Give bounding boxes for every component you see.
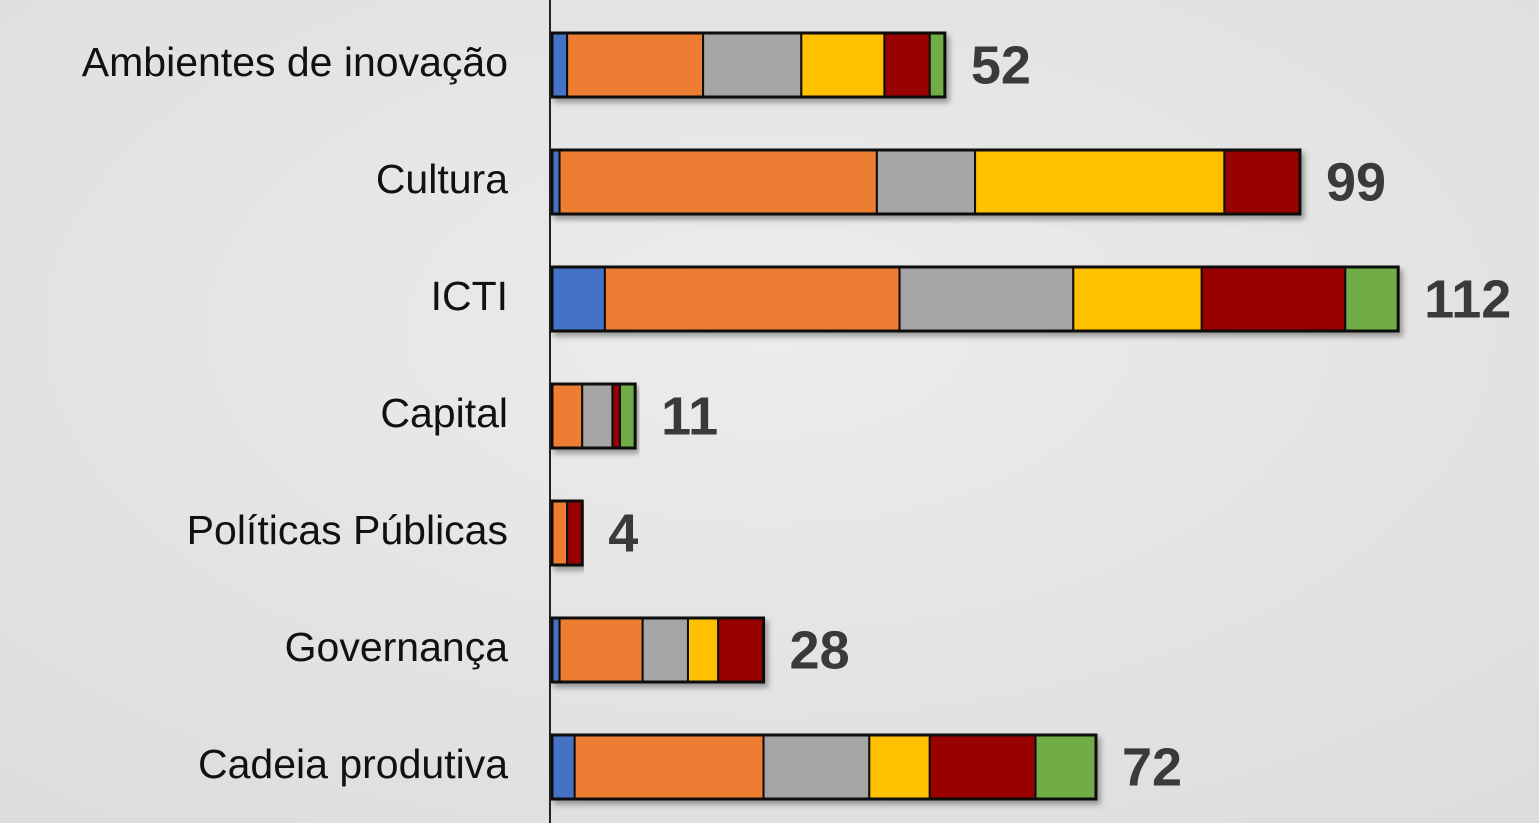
bar-outline <box>550 616 766 684</box>
bar-segment <box>618 383 637 449</box>
bar-segment <box>551 500 569 566</box>
bar-segment <box>641 617 689 683</box>
bar-segment <box>762 734 871 800</box>
total-label: 99 <box>1326 152 1386 212</box>
bar-segment <box>686 617 720 683</box>
total-label: 11 <box>661 386 718 446</box>
bar-segment <box>800 32 886 98</box>
bar-segment <box>702 32 803 98</box>
total-label: 112 <box>1424 269 1511 329</box>
bar-outline <box>550 499 584 567</box>
bar-segment <box>566 500 584 566</box>
bar-segment <box>1072 266 1203 332</box>
bar-segment <box>928 32 946 98</box>
y-tick-label: ICTI <box>431 273 508 319</box>
bar-outline <box>550 265 1400 333</box>
bar-segment <box>1034 734 1097 800</box>
total-label: 52 <box>971 35 1031 95</box>
bar-segment <box>898 266 1075 332</box>
bar-outline <box>550 382 637 450</box>
bar-segment <box>1200 266 1347 332</box>
bar-segment <box>573 734 765 800</box>
bar-segment <box>1223 149 1301 215</box>
stacked-bar <box>550 499 584 567</box>
bar-segment <box>551 383 584 449</box>
y-tick-label: Capital <box>380 390 508 436</box>
y-tick-label: Cultura <box>376 156 508 202</box>
stacked-bar <box>550 31 947 99</box>
bar-segment <box>611 383 621 449</box>
stacked-bar <box>550 382 637 450</box>
bar-outline <box>550 148 1302 216</box>
bar-segment <box>558 617 644 683</box>
y-tick-label: Cadeia produtiva <box>198 741 508 787</box>
total-label: 28 <box>790 620 850 680</box>
bar-outline <box>550 733 1098 801</box>
stacked-bar <box>550 733 1098 801</box>
bar-segment <box>566 32 705 98</box>
y-tick-label: Políticas Públicas <box>187 507 508 553</box>
bar-segment <box>603 266 901 332</box>
bar-segment <box>581 383 614 449</box>
bar-outline <box>550 31 947 99</box>
stacked-bar <box>550 265 1400 333</box>
y-tick-label: Governança <box>285 624 509 670</box>
total-label: 4 <box>608 503 638 563</box>
bar-segment <box>551 734 576 800</box>
total-label: 72 <box>1122 737 1182 797</box>
bar-segment <box>551 32 569 98</box>
bar-segment <box>551 266 606 332</box>
bar-segment <box>717 617 765 683</box>
bar-segment <box>928 734 1037 800</box>
stacked-bar <box>550 616 766 684</box>
y-tick-label: Ambientes de inovação <box>82 39 508 85</box>
bar-segment <box>875 149 977 215</box>
bar-segment <box>558 149 878 215</box>
stacked-bar <box>550 148 1302 216</box>
bar-segment <box>974 149 1226 215</box>
bar-segment <box>883 32 931 98</box>
bar-segment <box>868 734 931 800</box>
bar-segment <box>1344 266 1400 332</box>
